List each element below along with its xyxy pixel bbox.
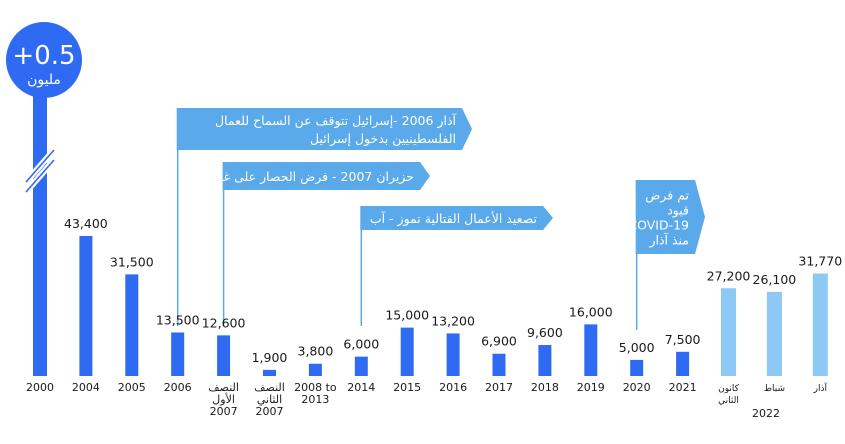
value-label: 31,770 xyxy=(798,254,842,269)
category-label: 2007 xyxy=(256,405,284,418)
value-label: 5,000 xyxy=(619,340,655,355)
value-label: 13,200 xyxy=(431,313,475,328)
bar xyxy=(217,335,231,376)
category-label: 2000 xyxy=(26,381,54,394)
value-label: 6,900 xyxy=(481,334,517,349)
callout-text: آذار 2006 -إسرائيل تتوقف عن السماح للعما… xyxy=(215,113,457,129)
value-label: 9,600 xyxy=(527,325,563,340)
category-label: 2020 xyxy=(623,381,651,394)
bubble-value: +0.5 xyxy=(12,41,75,71)
category-label: الثاني xyxy=(718,396,739,406)
bar xyxy=(400,327,414,376)
bar xyxy=(584,324,598,376)
callout-box xyxy=(222,162,430,190)
category-label: الثاني xyxy=(257,393,282,406)
category-labels: 2000 2004 2005 2006 النصفالأول2007النصفالثان… xyxy=(26,381,827,418)
bar xyxy=(354,356,368,376)
category-label: 2019 xyxy=(577,381,605,394)
category-label: الأول xyxy=(212,392,235,406)
value-label: 43,400 xyxy=(64,216,108,231)
callout-text: تم فرض xyxy=(645,188,689,204)
value-label: 12,600 xyxy=(202,315,246,330)
category-label: 2007 xyxy=(210,405,238,418)
bar xyxy=(308,363,322,376)
category-label: 2014 xyxy=(347,381,375,394)
value-label: 7,500 xyxy=(665,332,701,347)
bar-2000-offscale xyxy=(33,80,47,376)
bar xyxy=(812,273,828,376)
value-label: 13,500 xyxy=(156,312,200,327)
category-label: آذار xyxy=(813,382,828,394)
callout-box xyxy=(635,180,705,254)
callout-text: COVID-19 xyxy=(628,218,689,233)
annotation-callout: آذار 2006 -إسرائيل تتوقف عن السماح للعما… xyxy=(176,108,472,326)
bar xyxy=(538,345,552,376)
category-label: 2021 xyxy=(669,381,697,394)
annotation-callout: حزيران 2007 - فرض الحصار على غزة xyxy=(210,162,430,326)
bar xyxy=(79,236,93,376)
category-label: شباط xyxy=(764,384,785,394)
group-label-2022: 2022 xyxy=(752,407,780,420)
top-value-bubble: +0.5 مليون xyxy=(6,22,82,98)
bar xyxy=(263,369,276,376)
category-label: النصف xyxy=(254,381,285,394)
value-labels: 43,400 31,500 13,500 12,600 1,900 3,800 6,000 1… xyxy=(64,216,842,365)
category-label: 2008 to xyxy=(294,381,337,394)
category-label: 2005 xyxy=(118,381,146,394)
value-label: 3,800 xyxy=(298,344,334,359)
bubble-circle xyxy=(6,22,82,98)
callout-box xyxy=(176,108,472,150)
category-label: 2015 xyxy=(393,381,421,394)
bar xyxy=(630,359,644,376)
callout-box xyxy=(360,206,553,230)
category-label: 2017 xyxy=(485,381,513,394)
category-label: النصف xyxy=(208,381,239,394)
category-label: 2016 xyxy=(439,381,467,394)
bubble-unit: مليون xyxy=(27,72,61,88)
callout-text: منذ آذار xyxy=(648,233,689,249)
callout-text: تصعيد الأعمال القتالية تموز - آب xyxy=(370,211,538,227)
bar xyxy=(446,333,460,376)
value-label: 1,900 xyxy=(252,350,288,365)
value-label: 16,000 xyxy=(569,304,613,319)
bar xyxy=(492,353,506,376)
annotation-callout: تصعيد الأعمال القتالية تموز - آب xyxy=(360,206,553,326)
bar-series xyxy=(33,80,828,376)
category-label: 2013 xyxy=(301,393,329,406)
category-label: 2006 xyxy=(164,381,192,394)
value-label: 6,000 xyxy=(343,337,379,352)
callout-text: قيود xyxy=(667,203,689,219)
callout-text: حزيران 2007 - فرض الحصار على غزة xyxy=(210,169,414,185)
category-label: كانون xyxy=(718,384,740,394)
value-label: 31,500 xyxy=(110,254,154,269)
annotation-callouts: آذار 2006 -إسرائيل تتوقف عن السماح للعما… xyxy=(176,108,705,330)
bar xyxy=(721,288,736,376)
value-label: 26,100 xyxy=(753,272,797,287)
bar xyxy=(171,332,185,376)
callout-text: الفلسطينيين بدخول إسرائيل xyxy=(310,131,456,147)
bar xyxy=(766,291,782,376)
value-label: 15,000 xyxy=(385,308,429,323)
bar xyxy=(125,274,139,376)
category-label: 2004 xyxy=(72,381,100,394)
category-label: 2018 xyxy=(531,381,559,394)
axis-break-lines xyxy=(25,149,55,193)
axis-break xyxy=(23,148,57,194)
value-label: 27,200 xyxy=(707,268,751,283)
bar xyxy=(676,351,690,376)
